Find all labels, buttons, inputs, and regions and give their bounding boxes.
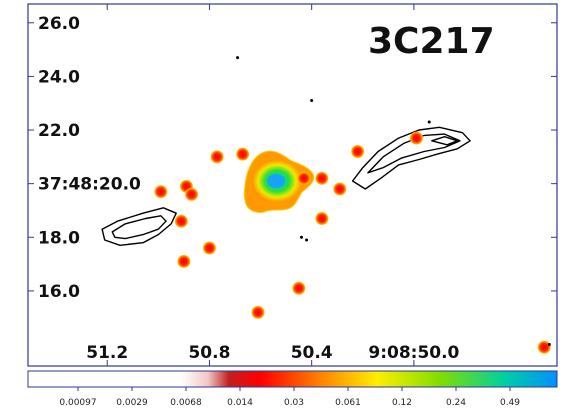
xray-source-1 — [154, 185, 168, 199]
contour-noise-dot-3 — [299, 235, 303, 239]
xray-source-5 — [236, 147, 250, 161]
colorbar-label-0: 0.00097 — [59, 398, 96, 408]
western-lobe-contour-0 — [351, 126, 471, 190]
colorbar-label-2: 0.0068 — [170, 398, 202, 408]
contour-noise-dot-4 — [305, 238, 309, 242]
xray-source-11 — [333, 182, 347, 196]
eastern-lobe-contour-0 — [101, 207, 177, 246]
colorbar-label-8: 0.49 — [500, 398, 520, 408]
contour-noise-dot-1 — [310, 99, 314, 103]
xray-source-9 — [297, 171, 311, 185]
colorbar-label-1: 0.0029 — [116, 398, 148, 408]
y-tick-label-0: 26.0 — [38, 14, 80, 34]
xray-source-16 — [409, 131, 423, 145]
xray-source-8 — [177, 254, 191, 268]
y-tick-label-4: 18.0 — [38, 228, 80, 248]
chart-title: 3C217 — [368, 21, 495, 62]
colorbar-label-6: 0.12 — [392, 398, 412, 408]
x-tick-label-2: 50.4 — [291, 343, 333, 363]
xray-source-15 — [351, 144, 365, 158]
colorbar-labels: 0.00097 0.0029 0.0068 0.014 0.03 0.061 0.12 0.2… — [59, 387, 520, 408]
xray-source-17 — [537, 340, 551, 354]
contour-noise — [236, 56, 551, 347]
colorbar: 0.00097 0.0029 0.0068 0.014 0.03 0.061 0.12 0.2… — [27, 370, 558, 408]
contour-noise-dot-2 — [427, 120, 431, 124]
xray-source-13 — [292, 281, 306, 295]
contour-noise-dot-0 — [236, 56, 240, 60]
y-tick-label-2: 22.0 — [38, 121, 80, 141]
radio-contours — [101, 126, 471, 246]
x-axis: 51.2 50.8 50.4 9:08:50.0 — [86, 4, 460, 366]
x-tick-label-0: 51.2 — [86, 343, 128, 363]
western-lobe-contour-2 — [431, 136, 458, 146]
western-lobe-contour-1 — [367, 133, 461, 174]
x-tick-label-1: 50.8 — [188, 343, 230, 363]
xray-source-14 — [251, 305, 265, 319]
y-tick-label-5: 16.0 — [38, 282, 80, 302]
contour-noise-dot-5 — [547, 343, 551, 347]
colorbar-label-7: 0.24 — [446, 398, 466, 408]
xray-source-10 — [315, 171, 329, 185]
colorbar-label-5: 0.061 — [335, 398, 361, 408]
y-axis: 26.0 24.0 22.0 37:48:20.0 18.0 16.0 — [28, 14, 557, 302]
eastern-lobe-contour-1 — [111, 215, 167, 240]
xray-source-4 — [210, 150, 224, 164]
colorbar-bar — [27, 370, 558, 388]
colorbar-label-4: 0.03 — [284, 398, 304, 408]
y-tick-label-1: 24.0 — [38, 67, 80, 87]
xray-source-3 — [185, 187, 199, 201]
x-tick-label-3: 9:08:50.0 — [368, 343, 459, 363]
colorbar-label-3: 0.014 — [227, 398, 253, 408]
y-tick-label-3: 37:48:20.0 — [38, 175, 141, 195]
xray-source-7 — [202, 241, 216, 255]
xray-source-6 — [174, 214, 188, 228]
xray-source-12 — [315, 212, 329, 226]
xray-sources — [154, 131, 551, 354]
core-peak — [267, 174, 285, 188]
